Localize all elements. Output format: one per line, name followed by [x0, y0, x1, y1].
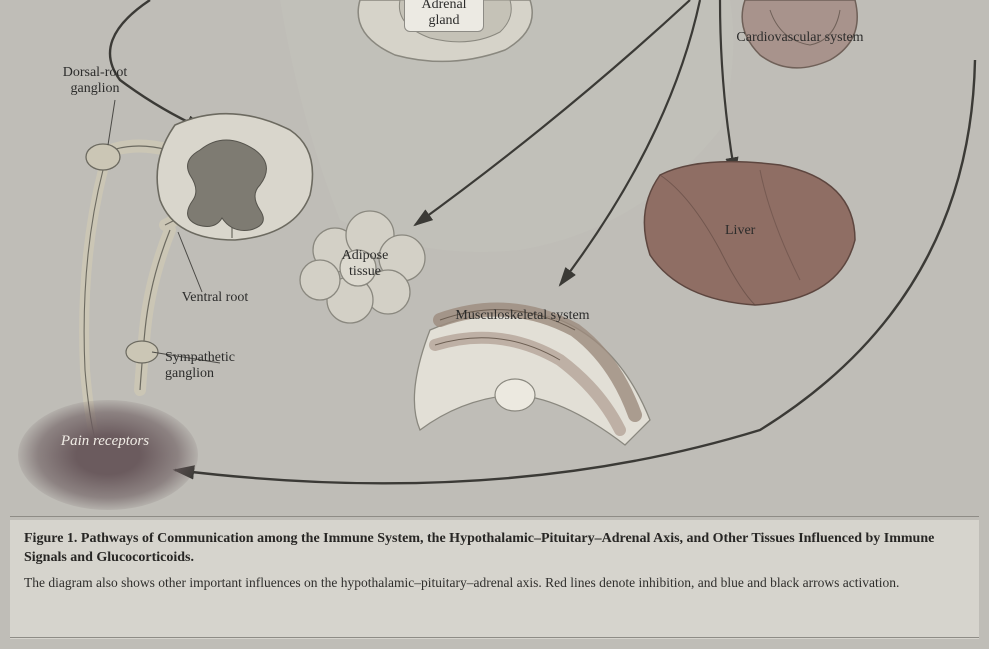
caption-rule-bottom	[10, 637, 979, 638]
label-cardiovascular-system: Cardiovascular system	[720, 30, 880, 46]
figure-diagram: Adrenal gland Cardiovascular system Dors…	[0, 0, 989, 513]
label-sympathetic-ganglion: Sympathetic ganglion	[165, 350, 285, 382]
caption-rule-top	[10, 516, 979, 517]
label-pain-receptors: Pain receptors	[55, 432, 155, 450]
caption-title: Figure 1. Pathways of Communication amon…	[24, 530, 965, 568]
label-adrenal-gland: Adrenal gland	[405, 0, 483, 29]
label-musculoskeletal-system: Musculoskeletal system	[445, 308, 600, 324]
label-box-adrenal-gland: Adrenal gland	[404, 0, 484, 32]
figure-number: Figure 1.	[24, 531, 77, 546]
caption-body: The diagram also shows other important i…	[24, 574, 965, 592]
label-dorsal-root-ganglion: Dorsal-root ganglion	[40, 65, 150, 97]
label-ventral-root: Ventral root	[180, 290, 250, 306]
caption-title-rest: Pathways of Communication among the Immu…	[24, 531, 934, 565]
figure-caption: Figure 1. Pathways of Communication amon…	[10, 520, 979, 639]
page: Adrenal gland Cardiovascular system Dors…	[0, 0, 989, 649]
label-liver: Liver	[725, 223, 755, 239]
label-adipose-tissue: Adipose tissue	[330, 248, 400, 280]
pain-receptors-cloud	[18, 400, 198, 510]
